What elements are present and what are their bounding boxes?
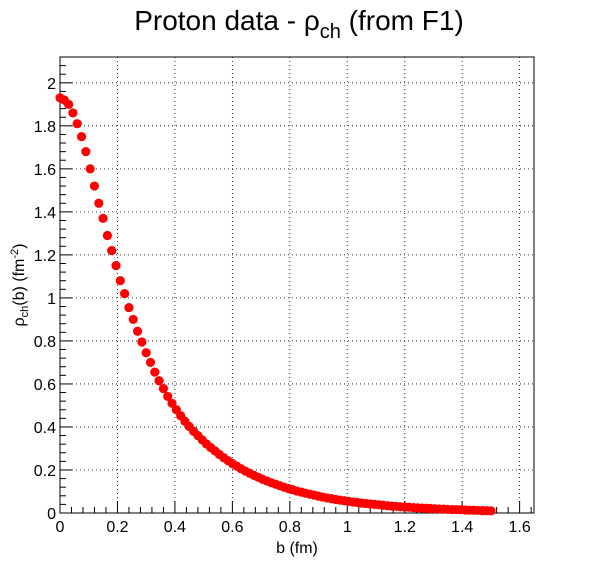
y-axis-title-superscript: -2 [9, 249, 21, 259]
y-tick-label: 2 [47, 76, 56, 93]
x-tick-label: 1.6 [509, 519, 531, 536]
x-tick-label: 1 [343, 519, 352, 536]
data-point [68, 108, 78, 118]
data-point [167, 398, 177, 408]
chart-title-subscript: ch [320, 21, 341, 43]
data-point [89, 181, 100, 191]
y-tick-label: 1.8 [34, 119, 56, 136]
data-point [141, 348, 151, 358]
data-point [115, 276, 125, 286]
data-points [55, 93, 496, 516]
y-axis-title-subscript: ch [19, 306, 31, 318]
data-point [107, 245, 117, 256]
data-point [81, 147, 91, 157]
data-point [128, 314, 138, 325]
y-tick-label: 1 [47, 291, 56, 308]
x-tick-label: 0.2 [106, 519, 128, 536]
x-tick-label: 1.4 [451, 519, 473, 536]
data-point [111, 261, 121, 271]
y-axis-title-end: ) [11, 244, 28, 249]
data-point [76, 131, 87, 142]
y-tick-label: 0 [47, 506, 56, 523]
data-point [98, 213, 108, 223]
data-point [85, 164, 95, 174]
data-point [64, 99, 74, 109]
data-point [486, 506, 496, 516]
x-tick-label: 0.4 [164, 519, 186, 536]
y-axis-title: ρch(b) (fm-2) [9, 244, 31, 327]
chart-title-suffix: (from F1) [341, 5, 464, 36]
data-point [94, 198, 104, 208]
data-point [102, 230, 112, 241]
x-tick-label: 0.8 [279, 519, 301, 536]
data-point [150, 367, 160, 377]
grid [60, 57, 534, 513]
y-tick-label: 1.4 [34, 205, 56, 222]
x-tick-label: 0 [56, 519, 65, 536]
data-point [132, 326, 143, 336]
chart-title: Proton data - ρch (from F1) [134, 5, 464, 43]
y-tick-label: 0.4 [34, 420, 56, 437]
plot-frame [59, 56, 535, 514]
data-point [72, 119, 82, 129]
data-point [154, 376, 164, 386]
data-point [158, 384, 169, 394]
y-axis-title-mid: (b) (fm [11, 259, 28, 306]
y-tick-label: 0.6 [34, 377, 56, 394]
axis-ticks: 0 0.2 0.4 0.6 0.8 1 1.2 1.4 1.6 0 0.2 0.4 0.6 0.8 1 1.2… [34, 56, 532, 536]
x-tick-label: 0.6 [221, 519, 243, 536]
data-point [145, 357, 156, 368]
data-point [124, 302, 134, 313]
y-tick-label: 1.2 [34, 248, 56, 265]
data-point [137, 337, 147, 347]
y-tick-label: 0.8 [34, 334, 56, 351]
x-axis-title: b (fm) [276, 540, 318, 557]
x-tick-label: 1.2 [394, 519, 416, 536]
y-tick-label: 0.2 [34, 463, 56, 480]
data-point [120, 289, 130, 299]
data-point [163, 391, 173, 402]
y-tick-label: 1.6 [34, 162, 56, 179]
